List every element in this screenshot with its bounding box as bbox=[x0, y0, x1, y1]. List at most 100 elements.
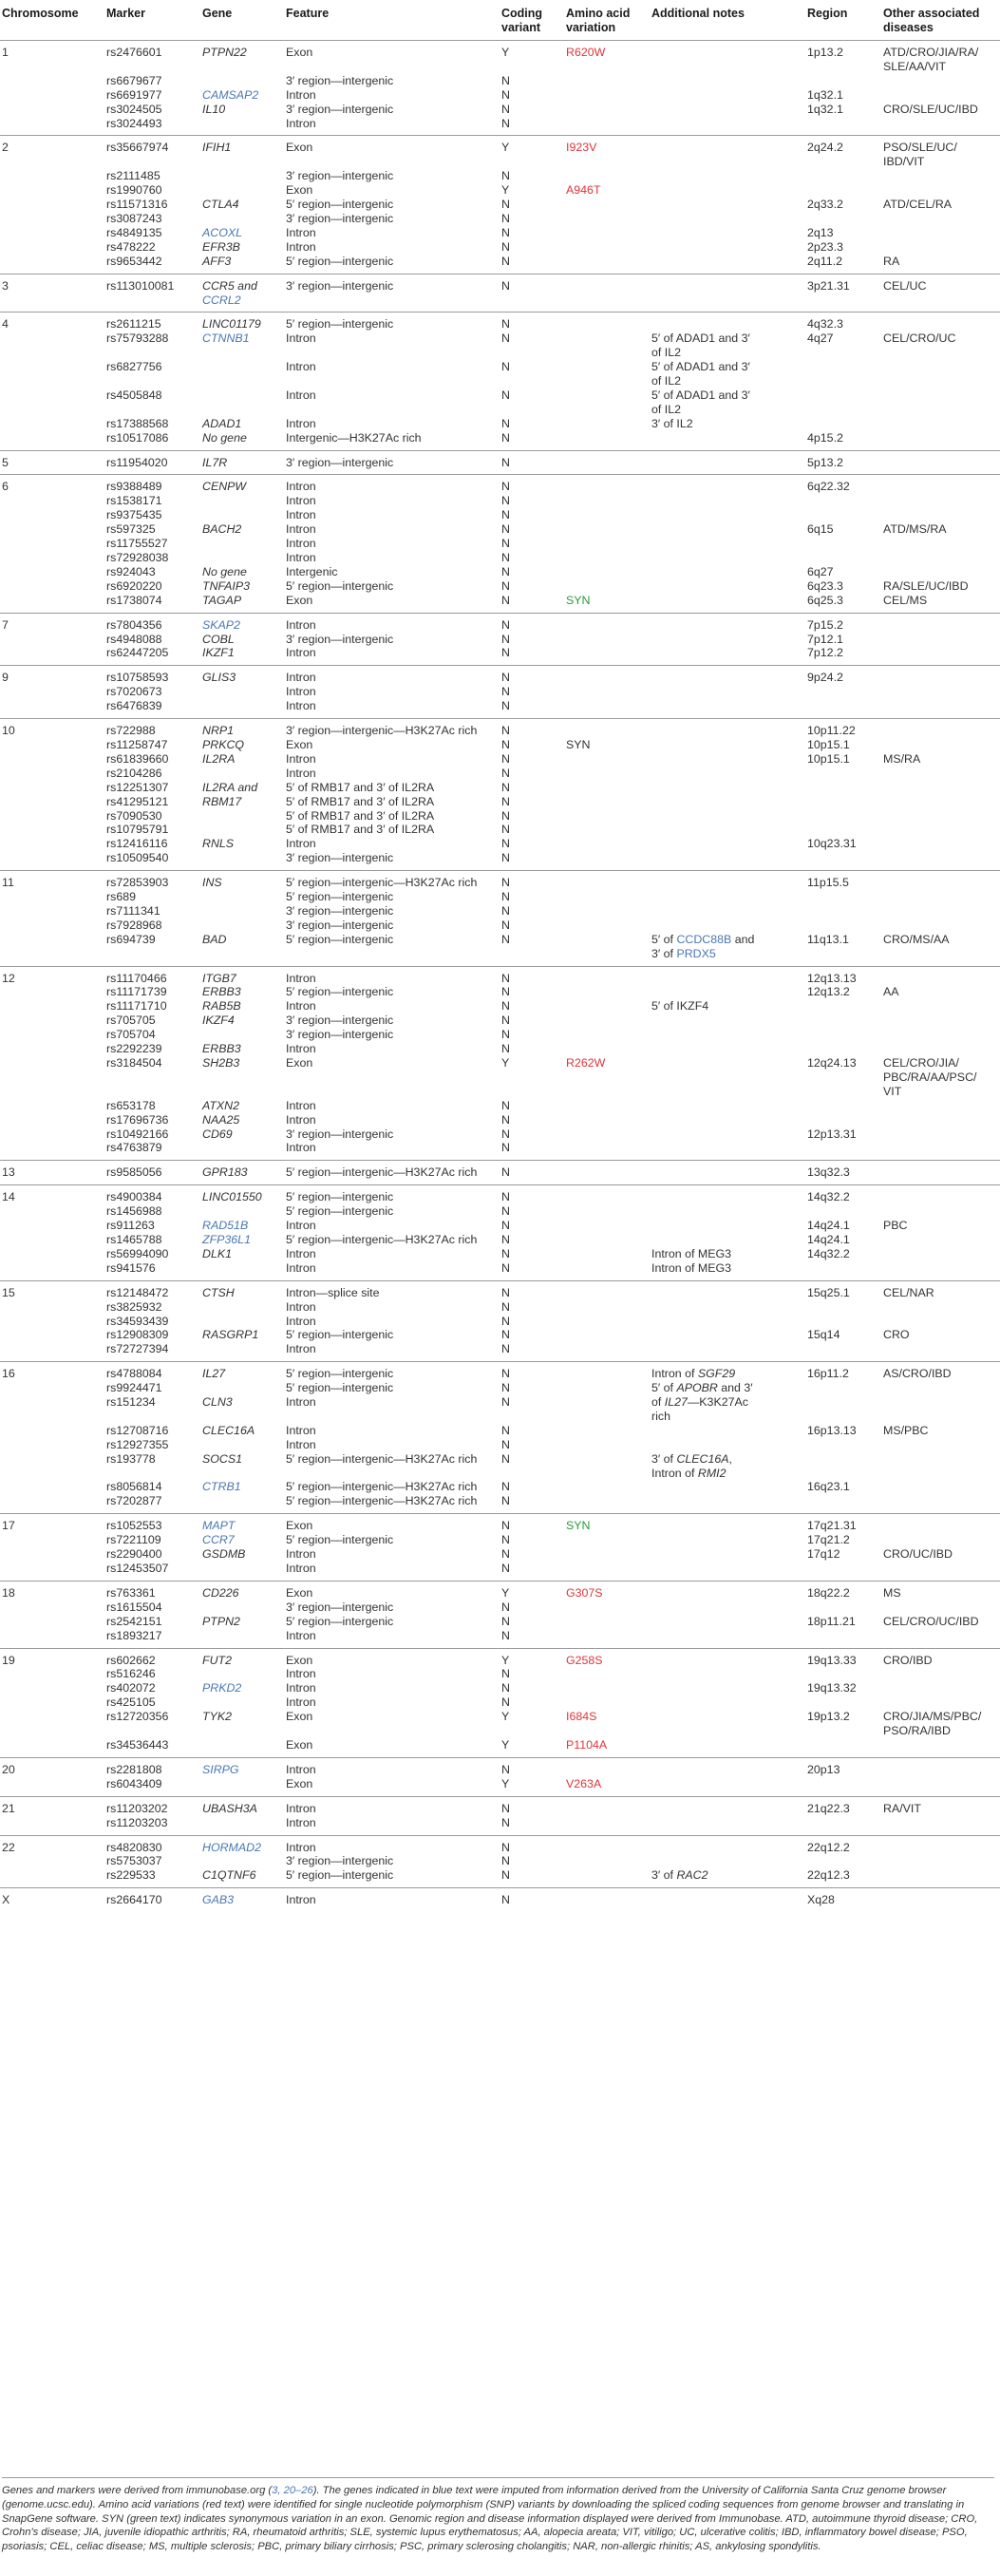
cell-marker: rs6827756 bbox=[106, 360, 162, 374]
table-row: rs2292239 ERBB3 Intron N bbox=[0, 1042, 1000, 1056]
cell-feature: 3′ region—intergenic bbox=[286, 918, 394, 932]
cell-region: 22q12.3 bbox=[807, 1868, 850, 1883]
cell-region bbox=[805, 1042, 881, 1056]
cell-feature: 3′ region—intergenic bbox=[286, 1127, 394, 1141]
cell-chromosome bbox=[0, 1056, 104, 1099]
cell-additional-notes bbox=[650, 1056, 805, 1099]
cell-diseases bbox=[881, 1513, 1000, 1534]
cell-coding-variant: N bbox=[501, 1260, 510, 1275]
cell-marker: rs75793288 bbox=[106, 331, 169, 346]
cell-additional-notes bbox=[650, 41, 805, 74]
footnote-references-link[interactable]: 3, 20–26 bbox=[272, 2485, 313, 2496]
cell-region bbox=[805, 537, 881, 551]
header-row: Chromosome Marker Gene Feature Coding va… bbox=[0, 0, 1000, 41]
cell-chromosome bbox=[0, 522, 104, 537]
cell-marker: rs12927355 bbox=[106, 1437, 169, 1451]
cell-chromosome bbox=[0, 1315, 104, 1329]
cell-additional-notes bbox=[650, 767, 805, 781]
cell-feature: 5′ region—intergenic bbox=[286, 932, 394, 946]
cell-amino-acid: SYN bbox=[564, 594, 650, 613]
cell-coding-variant: N bbox=[501, 1246, 510, 1260]
cell-gene: IL27 bbox=[200, 1361, 284, 1382]
cell-gene: ZFP36L1 bbox=[200, 1233, 284, 1247]
cell-gene: TNFAIP3 bbox=[200, 579, 284, 594]
table-row: rs941576 Intron N Intron of MEG3 bbox=[0, 1261, 1000, 1280]
table-row: rs12908309 RASGRP1 5′ region—intergenic N 15… bbox=[0, 1328, 1000, 1342]
cell-feature: Intron bbox=[286, 751, 316, 766]
cell-amino-acid bbox=[564, 985, 650, 999]
cell-coding-variant: N bbox=[500, 718, 564, 738]
cell-feature: Exon bbox=[284, 135, 500, 170]
cell-coding-variant: N bbox=[501, 699, 510, 713]
cell-marker: rs425105 bbox=[106, 1695, 156, 1710]
table-row: rs1893217 Intron N bbox=[0, 1629, 1000, 1648]
cell-additional-notes bbox=[650, 431, 805, 450]
cell-diseases bbox=[881, 1127, 1000, 1142]
cell-chromosome bbox=[0, 1777, 104, 1796]
cell-diseases bbox=[881, 1233, 1000, 1247]
cell-gene bbox=[200, 360, 284, 388]
cell-coding-variant: N bbox=[501, 1815, 510, 1829]
cell-additional-notes bbox=[650, 1013, 805, 1028]
cell-coding-variant: N bbox=[500, 1160, 564, 1185]
table-row: 18 rs763361 CD226 Exon Y G307S 18q22.2 MS bbox=[0, 1580, 1000, 1601]
table-row: 10 rs722988 NRP1 3′ region—intergenic—H3K27… bbox=[0, 718, 1000, 738]
gene-name: ATXN2 bbox=[202, 1098, 240, 1112]
cell-amino-acid bbox=[564, 1816, 650, 1835]
cell-additional-notes bbox=[650, 1580, 805, 1601]
cell-diseases: CRO/JIA/MS/PBC/ PSO/RA/IBD bbox=[883, 1710, 982, 1738]
cell-chromosome bbox=[0, 837, 104, 851]
table-row: rs694739 BAD 5′ region—intergenic N 5′ of CC… bbox=[0, 933, 1000, 966]
cell-additional-notes: 5′ of ADAD1 and 3′ of IL2 bbox=[650, 360, 805, 388]
cell-gene bbox=[200, 685, 284, 699]
cell-marker: rs1893217 bbox=[106, 1628, 162, 1642]
cell-amino-acid bbox=[564, 1300, 650, 1315]
notes-text: 3′ of IL2 bbox=[651, 416, 693, 430]
gene-name: CLEC16A bbox=[202, 1423, 255, 1437]
cell-chromosome bbox=[0, 1127, 104, 1142]
table-row: 17 rs1052553 MAPT Exon N SYN 17q21.31 bbox=[0, 1513, 1000, 1534]
cell-chromosome bbox=[0, 1738, 104, 1757]
cell-chromosome bbox=[0, 579, 104, 594]
gene-name: IL2RA bbox=[202, 751, 236, 766]
cell-chromosome: X bbox=[0, 1887, 104, 1913]
cell-feature: 5′ region—intergenic—H3K27Ac rich bbox=[286, 1494, 478, 1508]
cell-diseases bbox=[881, 809, 1000, 824]
cell-gene bbox=[200, 117, 284, 136]
cell-gene: IFIH1 bbox=[200, 135, 284, 170]
cell-feature: Intron bbox=[286, 116, 316, 130]
cell-region bbox=[805, 823, 881, 837]
cell-feature: 5′ of RMB17 and 3′ of IL2RA bbox=[286, 780, 435, 794]
cell-chromosome bbox=[0, 198, 104, 212]
cell-coding-variant: N bbox=[501, 537, 510, 551]
gene-name: INS bbox=[202, 876, 222, 890]
notes-text: 5′ of IKZF4 bbox=[651, 999, 709, 1013]
cell-coding-variant: N bbox=[501, 1437, 510, 1451]
cell-feature: Intron bbox=[284, 474, 500, 495]
cell-chromosome bbox=[0, 183, 104, 198]
cell-additional-notes bbox=[650, 795, 805, 809]
cell-additional-notes bbox=[650, 212, 805, 226]
cell-marker: rs2104286 bbox=[106, 766, 162, 780]
cell-feature: Intron bbox=[284, 1887, 500, 1913]
cell-amino-acid: I923V bbox=[564, 135, 650, 170]
cell-chromosome bbox=[0, 212, 104, 226]
cell-coding-variant: N bbox=[501, 985, 510, 999]
cell-additional-notes bbox=[650, 718, 805, 738]
cell-coding-variant: N bbox=[501, 87, 510, 102]
cell-chromosome bbox=[0, 537, 104, 551]
cell-region: 6q15 bbox=[807, 522, 834, 537]
table-row: 11 rs72853903 INS 5′ region—intergenic—H3K2… bbox=[0, 870, 1000, 891]
table-row: rs11571316 CTLA4 5′ region—intergenic N 2q33… bbox=[0, 198, 1000, 212]
cell-gene: NRP1 bbox=[200, 718, 284, 738]
cell-amino-acid bbox=[564, 1233, 650, 1247]
notes-part: RAC2 bbox=[676, 1868, 708, 1883]
cell-amino-acid bbox=[564, 198, 650, 212]
gene-name: UBASH3A bbox=[202, 1801, 257, 1815]
cell-feature: 5′ region—intergenic bbox=[284, 1361, 500, 1382]
cell-marker: rs7020673 bbox=[106, 685, 162, 699]
table-row: rs61839660 IL2RA Intron N 10p15.1 MS/RA bbox=[0, 752, 1000, 767]
cell-chromosome bbox=[0, 103, 104, 117]
cell-chromosome: 11 bbox=[0, 870, 104, 891]
